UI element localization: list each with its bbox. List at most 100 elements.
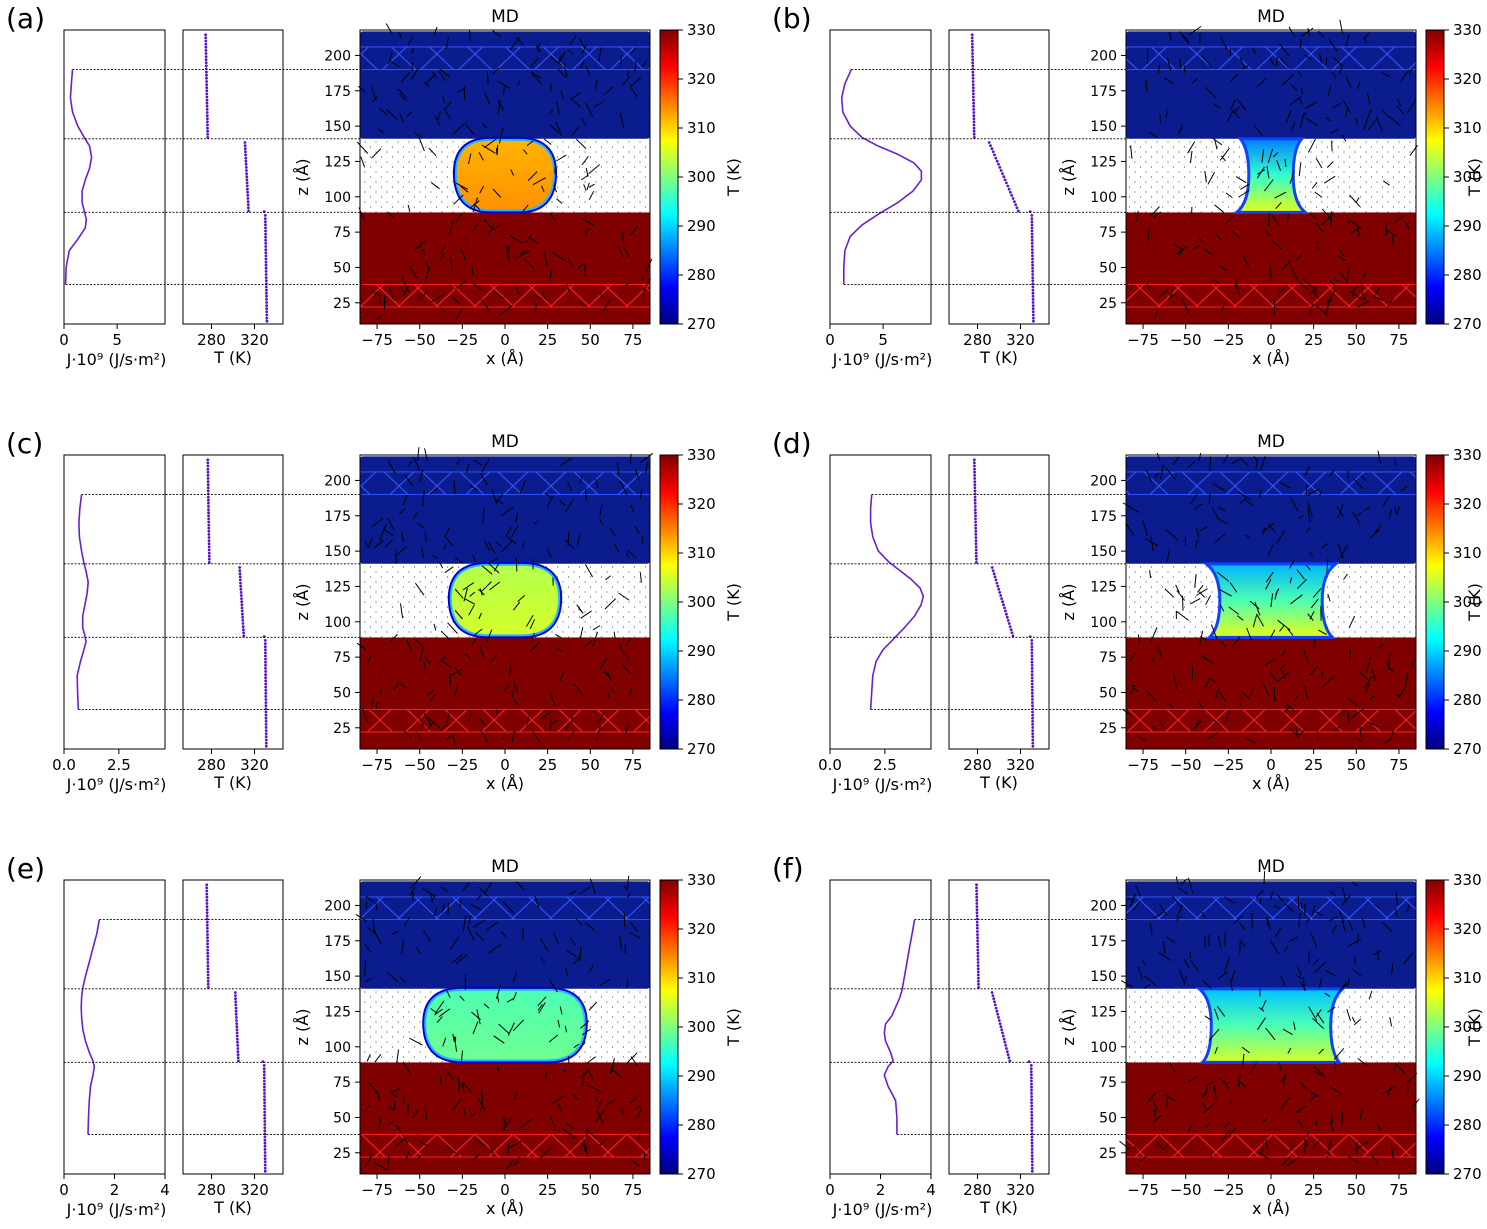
velocity-arrow <box>1139 1155 1148 1162</box>
velocity-arrow <box>1195 527 1200 538</box>
temp-point <box>972 108 976 111</box>
velocity-arrow <box>1328 38 1338 52</box>
velocity-arrow <box>1333 1047 1345 1060</box>
velocity-arrow <box>579 946 582 961</box>
velocity-arrow <box>1190 150 1193 164</box>
velocity-arrow <box>1391 236 1395 248</box>
velocity-arrow <box>594 78 598 90</box>
velocity-arrow <box>1289 577 1293 584</box>
temp-point <box>236 1047 240 1050</box>
velocity-arrow <box>1189 951 1191 959</box>
temp-point <box>205 902 209 905</box>
velocity-arrow <box>1363 506 1371 512</box>
temp-point <box>264 229 267 233</box>
velocity-arrow <box>469 200 480 209</box>
temp-point <box>245 169 248 172</box>
velocity-arrow <box>1297 895 1300 909</box>
velocity-arrow <box>603 298 611 312</box>
temp-point <box>264 251 268 255</box>
velocity-arrow <box>1351 511 1360 524</box>
velocity-arrow <box>1196 588 1208 596</box>
velocity-arrow <box>1244 499 1254 507</box>
velocity-arrow <box>385 539 393 548</box>
temp-point <box>973 501 977 505</box>
velocity-arrow <box>540 956 546 962</box>
velocity-arrow <box>1260 456 1266 471</box>
temp-point <box>1010 631 1014 635</box>
velocity-arrow <box>1150 536 1154 552</box>
temp-point <box>972 132 976 136</box>
temp-point <box>975 911 979 915</box>
temp-point <box>1007 187 1011 191</box>
velocity-arrow <box>1190 960 1199 972</box>
z-tick-label: 150 <box>324 544 351 560</box>
temp-point <box>264 663 267 667</box>
velocity-arrow <box>444 101 452 110</box>
velocity-arrow <box>437 111 441 120</box>
velocity-arrow <box>1181 34 1190 45</box>
z-axis-label: z (Å) <box>293 159 312 196</box>
temp-point <box>1030 223 1034 227</box>
velocity-arrow <box>1257 1017 1266 1030</box>
colorbar-tick-label: 300 <box>1453 168 1482 186</box>
velocity-arrow <box>1382 496 1390 507</box>
z-tick-label: 175 <box>1090 509 1117 525</box>
velocity-arrow <box>564 539 575 549</box>
velocity-arrow <box>1274 191 1287 199</box>
velocity-arrow <box>1219 604 1225 612</box>
z-tick-label: 25 <box>333 1146 351 1162</box>
velocity-arrow <box>1257 169 1266 175</box>
velocity-arrow <box>463 1083 472 1093</box>
velocity-arrow <box>489 1144 496 1157</box>
hot-thermostat-layer <box>1125 283 1417 308</box>
velocity-arrow <box>623 247 630 258</box>
velocity-arrow <box>1356 512 1362 517</box>
temp-point <box>973 461 976 465</box>
temp-point <box>1030 1082 1033 1086</box>
x-axis-label: x (Å) <box>1252 349 1290 368</box>
velocity-arrow <box>629 932 641 940</box>
velocity-arrow <box>439 68 451 78</box>
velocity-arrow <box>1188 25 1202 36</box>
temp-point <box>971 86 975 90</box>
velocity-arrow <box>493 291 505 300</box>
temp-point <box>1031 723 1034 726</box>
velocity-arrow <box>584 1056 597 1065</box>
velocity-arrow <box>1127 897 1135 902</box>
temp-point <box>264 732 268 736</box>
velocity-arrow <box>1354 736 1363 743</box>
temp-point <box>206 117 209 121</box>
temp-point <box>247 206 250 210</box>
temp-point <box>205 899 209 902</box>
velocity-arrow <box>555 121 562 136</box>
velocity-arrow <box>1279 1062 1282 1071</box>
velocity-arrow <box>548 1115 556 1129</box>
velocity-arrow <box>1283 706 1292 713</box>
temp-point <box>206 470 210 474</box>
temp-point <box>1030 660 1034 664</box>
velocity-arrow <box>1275 57 1278 67</box>
temp-point <box>1031 695 1034 698</box>
velocity-arrow <box>1280 975 1286 987</box>
temp-point <box>1030 1132 1034 1136</box>
velocity-arrow <box>532 731 541 744</box>
temp-point <box>206 979 210 983</box>
velocity-arrow <box>1372 950 1382 956</box>
velocity-arrow <box>1315 1119 1318 1126</box>
velocity-arrow <box>583 640 592 649</box>
temp-point <box>236 1050 240 1053</box>
temp-point <box>204 58 208 62</box>
velocity-arrow <box>395 1124 402 1132</box>
velocity-arrow <box>1345 76 1352 88</box>
z-tick-label: 125 <box>1090 154 1117 170</box>
temp-point <box>264 685 268 689</box>
velocity-arrow <box>403 1096 405 1105</box>
velocity-arrow <box>1321 671 1323 680</box>
velocity-arrow <box>1298 162 1302 177</box>
velocity-arrow <box>1252 615 1257 628</box>
temp-point <box>975 923 979 927</box>
velocity-arrow <box>511 682 516 698</box>
temp-point <box>1005 615 1009 619</box>
velocity-arrow <box>1385 298 1394 309</box>
temp-point <box>263 1151 267 1154</box>
